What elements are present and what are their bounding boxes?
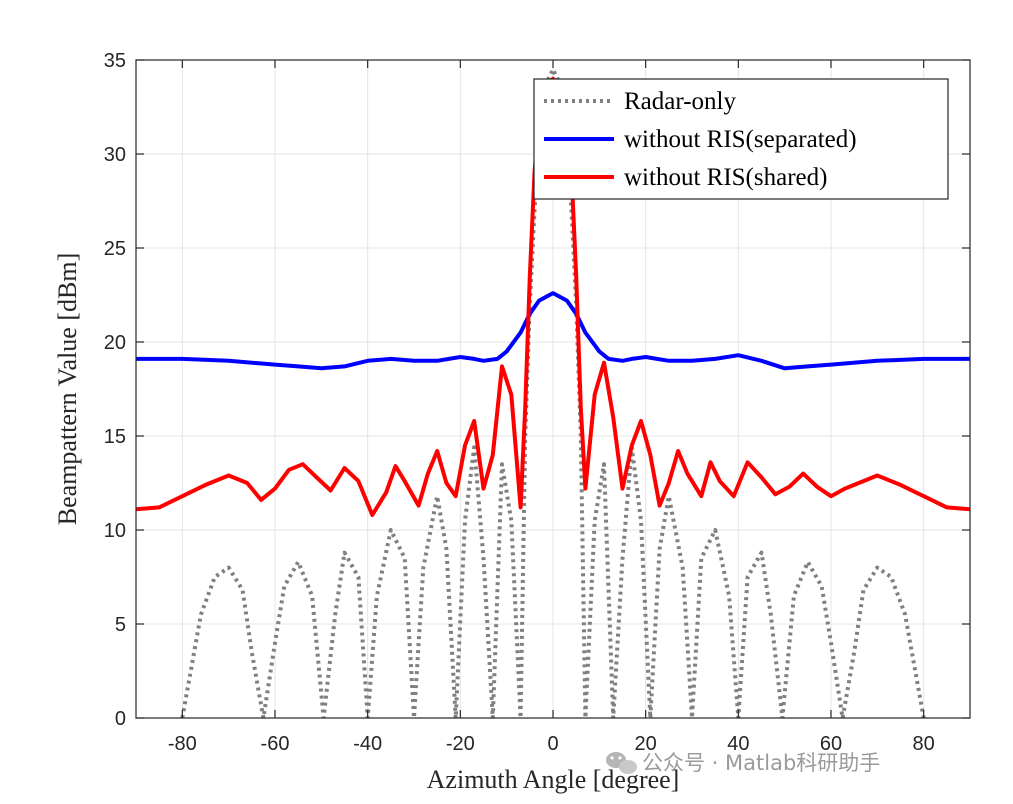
y-tick-label: 20 [104,332,126,354]
y-tick-label: 25 [104,238,126,260]
legend-label-shared: without RIS(shared) [624,164,827,191]
x-tick-label: 60 [820,733,842,755]
x-tick-label: 0 [547,733,558,755]
x-tick-label: 40 [727,733,749,755]
wechat-icon [606,752,637,774]
y-tick-label: 0 [115,708,126,730]
axes [135,59,971,719]
x-tick-label: -40 [353,733,382,755]
y-tick-label: 10 [104,520,126,542]
watermark-text: 公众号 · Matlab科研助手 [642,751,880,775]
watermark: 公众号 · Matlab科研助手 [606,751,880,775]
legend-label-separated: without RIS(separated) [624,126,857,153]
legend: Radar-only without RIS(separated) withou… [533,78,949,200]
x-tick-label: -80 [168,733,197,755]
x-tick-label: 80 [913,733,935,755]
x-axis-title: Azimuth Angle [degree] [427,765,680,794]
series-line-0 [180,67,926,718]
series-line-1 [136,291,970,371]
x-tick-label: 20 [635,733,657,755]
y-tick-label: 15 [104,426,126,448]
y-axis-title: Beampattern Value [dBm] [53,253,82,525]
y-tick-label: 35 [104,50,126,72]
y-tick-label: 5 [115,614,126,636]
y-tick-label: 30 [104,144,126,166]
legend-label-radar-only: Radar-only [624,88,736,115]
x-tick-label: -60 [261,733,290,755]
tick-labels: -80 -60 -40 -20 0 20 40 60 80 0 5 10 15 20 25 30 35 [104,50,935,755]
x-tick-label: -20 [446,733,475,755]
